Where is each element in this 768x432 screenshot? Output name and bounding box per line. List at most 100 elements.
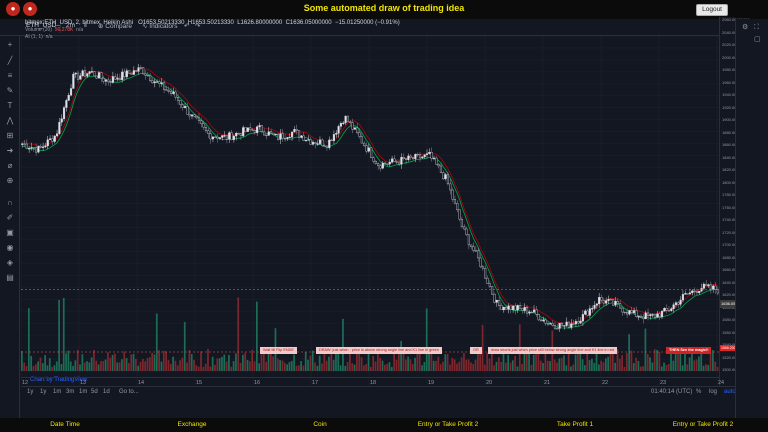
volume-bar (165, 351, 167, 371)
percent-toggle[interactable]: % (696, 389, 702, 395)
brush-icon[interactable]: ✎ (6, 86, 14, 95)
volume-bar (372, 355, 375, 371)
trash-icon[interactable]: ▤ (6, 273, 14, 282)
volume-bar (69, 361, 72, 371)
crosshair-icon[interactable]: + (7, 40, 13, 49)
range-1m-b[interactable]: 1m (79, 389, 88, 395)
volume-bar (581, 359, 584, 371)
volume-bar (258, 363, 261, 371)
symbol-search[interactable]: ETH_USD (26, 22, 57, 29)
candle-body (437, 164, 440, 167)
range-1m-a[interactable]: 1m (53, 389, 62, 395)
right-sidepanel: ⚙ ⛶ ▢ (735, 19, 768, 418)
price-chart[interactable] (21, 36, 719, 393)
volume-bar (23, 362, 26, 371)
candle-body (674, 302, 678, 306)
prediction-icon[interactable]: ⊞ (6, 131, 14, 140)
settings-icon[interactable]: ⚙ (742, 24, 749, 31)
volume-bar (481, 324, 484, 371)
tradingview-watermark[interactable]: Chart by TradingView (30, 377, 88, 383)
candle-body (56, 133, 59, 137)
volume-bar (528, 349, 530, 371)
candle-body (309, 139, 312, 145)
trendline-icon[interactable]: ╱ (7, 56, 13, 65)
range-1d[interactable]: 1d (103, 389, 110, 395)
annotation-draw: DRAW: just when : price is above strong … (316, 347, 442, 354)
volume-bar (553, 359, 556, 371)
candle-body (230, 132, 233, 140)
log-toggle[interactable]: log (709, 389, 718, 395)
candle-style-icon[interactable]: ⫴ (84, 22, 87, 29)
arrow-icon[interactable]: ➜ (6, 146, 14, 155)
candle-body (346, 115, 349, 123)
candle-body (165, 89, 168, 91)
candle-body (477, 250, 480, 259)
volume-bar (195, 365, 198, 371)
candle-body (363, 142, 366, 146)
ruler-icon[interactable]: ⌀ (7, 161, 13, 170)
candle-body (386, 163, 389, 165)
eye-icon[interactable]: ◉ (6, 243, 14, 252)
logout-button[interactable]: Logout (696, 4, 728, 16)
volume-bar (567, 352, 570, 371)
auto-toggle[interactable]: auto (724, 389, 736, 395)
stay-drawing-icon[interactable]: ✐ (6, 213, 14, 222)
price-axis[interactable]: 2060.000000002040.000000002020.000000002… (719, 17, 750, 393)
text-icon[interactable]: T (7, 101, 13, 110)
candle-body (28, 148, 31, 150)
camera-icon[interactable]: ▢ (754, 36, 761, 43)
pattern-icon[interactable]: ⋀ (6, 116, 14, 125)
volume-bar (428, 350, 430, 371)
candle-body (635, 310, 638, 317)
volume-bar (25, 366, 28, 371)
range-3m[interactable]: 3m (66, 389, 75, 395)
volume-bar (221, 356, 223, 371)
candle-body (370, 147, 373, 158)
candle-body (565, 321, 568, 326)
volume-bar (167, 360, 170, 371)
legend-low: L1626.80000000 (237, 20, 283, 26)
candle-body (90, 71, 94, 73)
range-5d[interactable]: 5d (91, 389, 98, 395)
candle-body (139, 67, 142, 69)
volume-bar (588, 360, 591, 371)
volume-bar (577, 353, 579, 371)
volume-bar (214, 364, 216, 371)
fib-icon[interactable]: ≡ (7, 71, 13, 80)
volume-bar (423, 362, 426, 371)
candle-body (512, 305, 515, 311)
volume-bar (502, 353, 505, 371)
volume-bar (97, 364, 100, 371)
volume-bar (570, 366, 572, 371)
time-axis[interactable]: 12 13 14 15 16 17 18 19 20 21 22 23 24 (21, 377, 724, 391)
lock-icon[interactable]: ▣ (6, 228, 14, 237)
redo-icon[interactable]: ↷ (195, 23, 201, 30)
goto-button[interactable]: Go to... (119, 389, 139, 395)
candle-body (398, 161, 401, 165)
candle-body (160, 82, 163, 84)
range-1y-b[interactable]: 1y (40, 389, 47, 395)
volume-bar (283, 362, 286, 371)
volume-bar (490, 349, 493, 371)
volume-bar (67, 350, 70, 371)
candle-body (402, 157, 405, 160)
indicators-button[interactable]: ∿ Indicators (142, 23, 178, 30)
interval-button[interactable]: 2m (66, 22, 76, 29)
volume-bar (495, 361, 498, 371)
time-tick: 24 (718, 380, 725, 386)
range-1y-a[interactable]: 1y (27, 389, 34, 395)
zoom-icon[interactable]: ⊕ (6, 176, 14, 185)
candle-body (644, 312, 647, 320)
candle-body (628, 310, 631, 315)
undo-icon[interactable]: ↶ (184, 23, 190, 30)
magnet-icon[interactable]: ∩ (7, 198, 13, 207)
volume-bar (307, 359, 309, 371)
volume-bar (160, 361, 163, 371)
candle-body (539, 319, 543, 322)
fullscreen-icon[interactable]: ⛶ (754, 24, 759, 31)
compare-button[interactable]: ⊕ Compare (98, 23, 132, 30)
layers-icon[interactable]: ◈ (6, 258, 14, 267)
candle-body (365, 145, 368, 152)
candle-body (667, 310, 671, 312)
utc-clock[interactable]: 01:40:14 (UTC) (651, 389, 693, 395)
